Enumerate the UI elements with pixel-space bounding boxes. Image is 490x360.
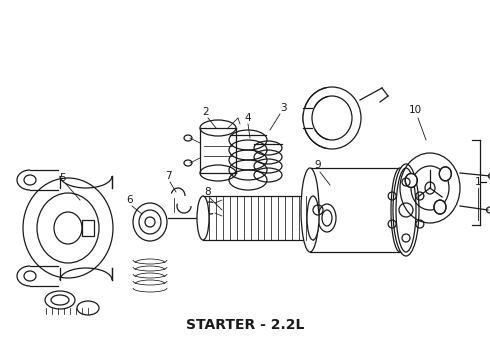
Text: 10: 10 (409, 105, 421, 115)
Text: 9: 9 (315, 160, 321, 170)
Ellipse shape (440, 167, 451, 181)
Ellipse shape (197, 196, 209, 240)
Text: 4: 4 (245, 113, 251, 123)
Text: 6: 6 (127, 195, 133, 205)
Ellipse shape (307, 196, 319, 240)
Ellipse shape (301, 168, 319, 252)
Text: 8: 8 (205, 187, 211, 197)
Ellipse shape (391, 168, 409, 252)
Text: STARTER - 2.2L: STARTER - 2.2L (186, 318, 304, 332)
Ellipse shape (405, 174, 417, 188)
Text: 1: 1 (475, 177, 481, 187)
Text: 2: 2 (203, 107, 209, 117)
Text: 3: 3 (280, 103, 286, 113)
Ellipse shape (434, 200, 446, 214)
Text: 5: 5 (59, 173, 65, 183)
Ellipse shape (393, 164, 419, 256)
Polygon shape (303, 108, 316, 128)
Text: 7: 7 (165, 171, 172, 181)
